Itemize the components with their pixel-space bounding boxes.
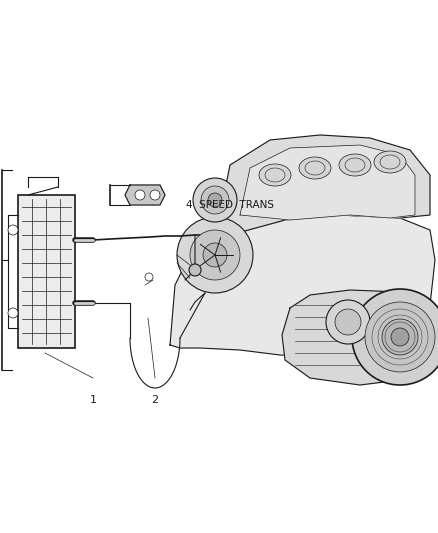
- Polygon shape: [220, 135, 430, 235]
- Circle shape: [352, 289, 438, 385]
- Circle shape: [8, 308, 18, 318]
- Text: 2: 2: [152, 395, 159, 405]
- Circle shape: [8, 225, 18, 235]
- Circle shape: [190, 230, 240, 280]
- Circle shape: [203, 243, 227, 267]
- Circle shape: [365, 302, 435, 372]
- Circle shape: [208, 193, 222, 207]
- Ellipse shape: [374, 151, 406, 173]
- Polygon shape: [240, 145, 415, 220]
- Text: 4  SPEED  TRANS: 4 SPEED TRANS: [186, 200, 274, 210]
- Circle shape: [135, 190, 145, 200]
- Text: 1: 1: [89, 395, 96, 405]
- Circle shape: [335, 309, 361, 335]
- Polygon shape: [125, 185, 165, 205]
- Circle shape: [201, 186, 229, 214]
- Circle shape: [326, 300, 370, 344]
- Circle shape: [177, 217, 253, 293]
- Bar: [18, 195, 75, 348]
- Ellipse shape: [339, 154, 371, 176]
- Circle shape: [391, 328, 409, 346]
- Polygon shape: [170, 215, 435, 358]
- Ellipse shape: [259, 164, 291, 186]
- Ellipse shape: [299, 157, 331, 179]
- Circle shape: [382, 319, 418, 355]
- Circle shape: [145, 273, 153, 281]
- Circle shape: [193, 178, 237, 222]
- Circle shape: [150, 190, 160, 200]
- Circle shape: [189, 264, 201, 276]
- Polygon shape: [282, 290, 432, 385]
